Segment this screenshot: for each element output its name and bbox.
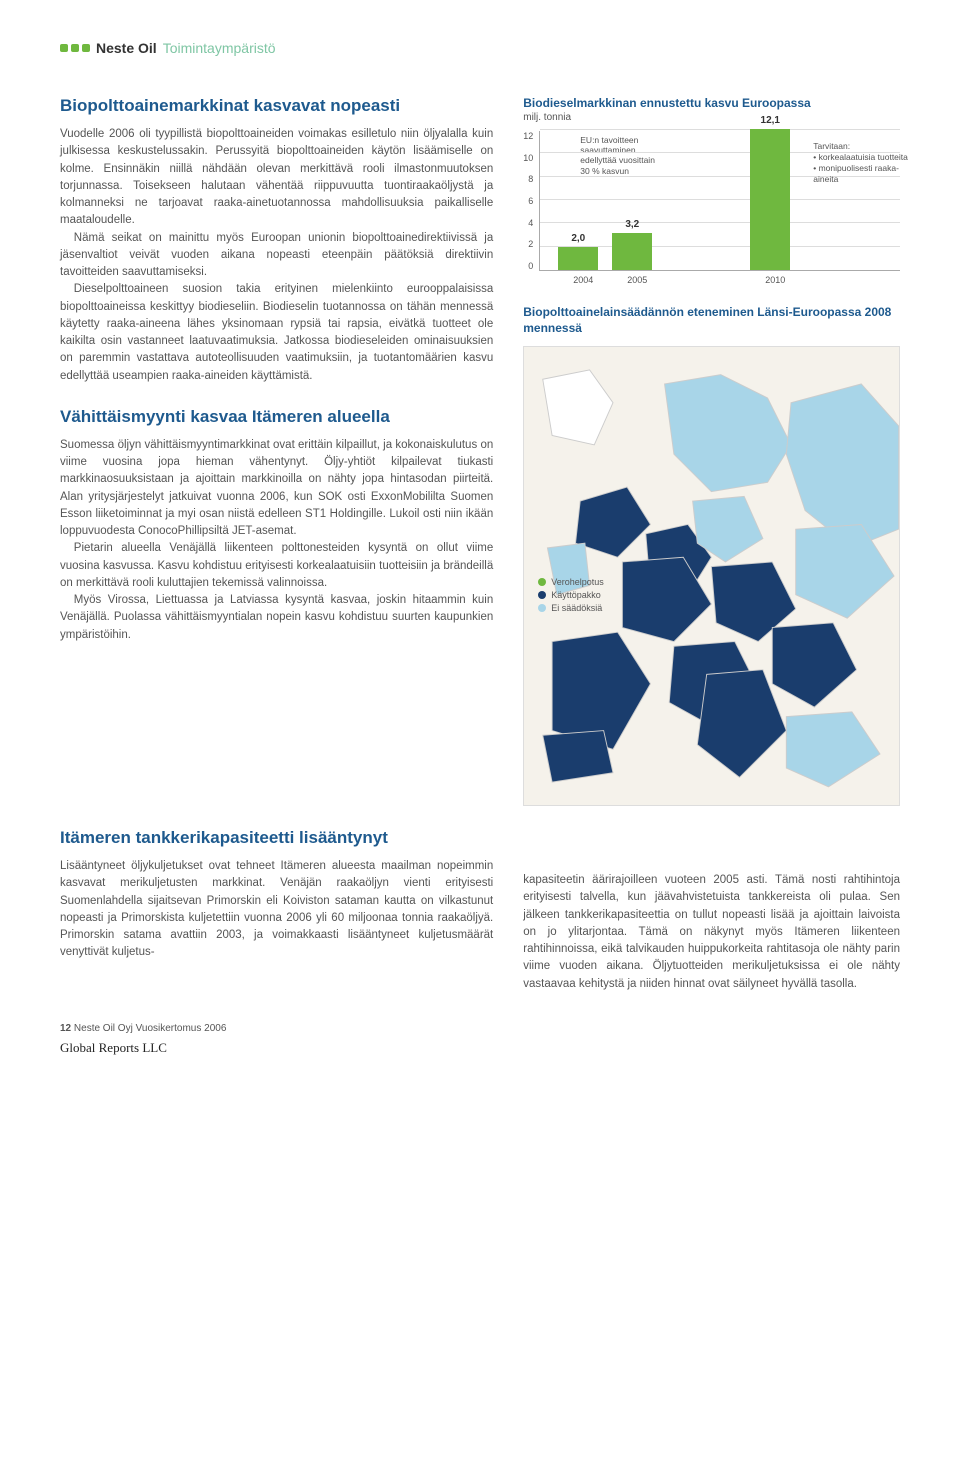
chart-bar (558, 247, 598, 270)
body-text: Lisääntyneet öljykuljetukset ovat tehnee… (60, 858, 493, 962)
legend-dot-icon (538, 604, 546, 612)
page-header: Neste Oil Toimintaympäristö (60, 40, 900, 56)
company-name: Neste Oil (96, 40, 157, 56)
y-tick: 10 (523, 153, 533, 163)
page-number: 12 (60, 1023, 71, 1034)
body-text: Dieselpolttoaineen suosion takia erityin… (60, 281, 493, 385)
europe-map: Verohelpotus Käyttöpakko Ei säädöksiä (523, 346, 900, 806)
heading-biofuel-markets: Biopolttoainemarkkinat kasvavat nopeasti (60, 96, 493, 116)
map-svg (524, 347, 899, 805)
body-text: kapasiteetin äärirajoilleen vuoteen 2005… (523, 872, 900, 993)
y-tick: 8 (528, 174, 533, 184)
y-tick: 12 (523, 131, 533, 141)
map-block: Biopolttoainelainsäädännön eteneminen Lä… (523, 305, 900, 806)
legend-row: Ei säädöksiä (538, 603, 604, 613)
bottom-right-column: kapasiteetin äärirajoilleen vuoteen 2005… (523, 828, 900, 993)
chart-bar (612, 233, 652, 270)
body-text: Suomessa öljyn vähittäismyyntimarkkinat … (60, 437, 493, 541)
legend-row: Käyttöpakko (538, 590, 604, 600)
chart-bar (750, 129, 790, 270)
heading-retail-baltic: Vähittäismyynti kasvaa Itämeren alueella (60, 407, 493, 427)
body-text: Pietarin alueella Venäjällä liikenteen p… (60, 540, 493, 592)
body-text: Nämä seikat on mainittu myös Euroopan un… (60, 230, 493, 282)
req-item: • korkealaatuisia tuotteita (813, 152, 908, 163)
legend-label: Verohelpotus (551, 577, 604, 587)
left-column: Biopolttoainemarkkinat kasvavat nopeasti… (60, 96, 493, 806)
right-column: Biodieselmarkkinan ennustettu kasvu Euro… (523, 96, 900, 806)
legend-label: Ei säädöksiä (551, 603, 602, 613)
y-tick: 6 (528, 196, 533, 206)
y-tick: 0 (528, 261, 533, 271)
bar-chart: Biodieselmarkkinan ennustettu kasvu Euro… (523, 96, 900, 287)
body-text: Vuodelle 2006 oli tyypillistä biopolttoa… (60, 126, 493, 230)
body-text: Myös Virossa, Liettuassa ja Latviassa ky… (60, 592, 493, 644)
req-title: Tarvitaan: (813, 141, 908, 152)
bar-value-label: 12,1 (750, 115, 790, 126)
chart-annotation: EU:n tavoitteen saavuttaminen edellyttää… (580, 135, 660, 176)
chart-requirements: Tarvitaan: • korkealaatuisia tuotteita• … (813, 141, 908, 185)
legend-dot-icon (538, 578, 546, 586)
x-tick: 2010 (755, 275, 795, 285)
legend-row: Verohelpotus (538, 577, 604, 587)
req-item: • monipuolisesti raaka-aineita (813, 163, 908, 185)
y-tick: 4 (528, 218, 533, 228)
header-dots-icon (60, 44, 90, 52)
bar-value-label: 2,0 (558, 233, 598, 244)
legend-dot-icon (538, 591, 546, 599)
footer-text: Neste Oil Oyj Vuosikertomus 2006 (74, 1023, 226, 1034)
bottom-left-column: Itämeren tankkerikapasiteetti lisääntyny… (60, 828, 493, 993)
section-name: Toimintaympäristö (163, 40, 276, 56)
y-tick: 2 (528, 239, 533, 249)
chart-x-axis: 2004 2005 2010 (545, 275, 900, 287)
bar-value-label: 3,2 (612, 219, 652, 230)
legend-label: Käyttöpakko (551, 590, 601, 600)
map-legend: Verohelpotus Käyttöpakko Ei säädöksiä (538, 577, 604, 616)
x-tick: 2004 (563, 275, 603, 285)
chart-title: Biodieselmarkkinan ennustettu kasvu Euro… (523, 96, 900, 110)
x-tick: 2005 (617, 275, 657, 285)
global-reports-label: Global Reports LLC (60, 1040, 900, 1056)
map-title: Biopolttoainelainsäädännön eteneminen Lä… (523, 305, 900, 336)
page-footer: 12 Neste Oil Oyj Vuosikertomus 2006 (60, 1023, 900, 1034)
heading-tanker-capacity: Itämeren tankkerikapasiteetti lisääntyny… (60, 828, 493, 848)
chart-y-axis: 12 10 8 6 4 2 0 (523, 131, 533, 271)
chart-subtitle: milj. tonnia (523, 112, 900, 123)
